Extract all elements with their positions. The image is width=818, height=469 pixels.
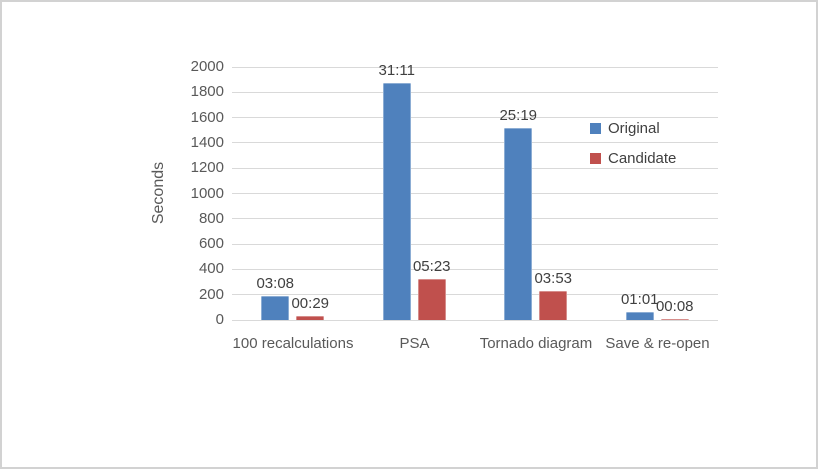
- y-tick-label: 1200: [190, 159, 224, 177]
- y-tick-label: 1000: [190, 184, 224, 202]
- bar-value-label: 31:11: [378, 62, 415, 80]
- gridline: [232, 142, 718, 144]
- gridline: [232, 66, 718, 68]
- bar-value-label: 00:29: [291, 295, 330, 313]
- legend-swatch-candidate-icon: [590, 152, 601, 164]
- y-tick-label: 1400: [190, 133, 224, 151]
- category-label: PSA: [399, 335, 430, 352]
- gridline: [232, 218, 718, 220]
- bar-value-label: 05:23: [412, 258, 451, 276]
- category-label: Tornado diagram: [479, 335, 593, 352]
- gridline: [232, 91, 718, 93]
- y-tick-label: 400: [198, 260, 224, 278]
- bar-value-label: 25:19: [499, 106, 538, 124]
- y-tick-label: 600: [198, 235, 224, 253]
- bar-original-2: [382, 83, 411, 320]
- y-tick-label: 2000: [190, 58, 224, 75]
- gridline: [232, 167, 718, 169]
- legend-item-label: Candidate: [608, 149, 677, 167]
- gridline: [232, 268, 718, 270]
- bar-value-label: 00:08: [655, 297, 694, 315]
- legend-item-label: Original: [608, 119, 660, 137]
- bar-original-3: [504, 127, 533, 320]
- y-tick-label: 800: [198, 209, 224, 227]
- gridline: [232, 117, 718, 119]
- bar-original-4: [625, 312, 654, 320]
- bar-original-1: [261, 296, 290, 320]
- bar-candidate-2: [417, 279, 446, 320]
- legend-item: Original: [590, 119, 676, 137]
- legend-swatch-original-icon: [590, 122, 601, 134]
- gridline: [232, 243, 718, 245]
- y-tick-label: 1800: [190, 83, 224, 101]
- legend-item: Candidate: [590, 149, 677, 167]
- y-tick-label: 200: [198, 285, 224, 303]
- plot-area: 0 200 400 600 800 1000 1200 1400 1600 1800 2000 03:…: [191, 58, 718, 352]
- bar-candidate-3: [539, 290, 568, 320]
- bar-candidate-4: [660, 318, 689, 320]
- category-label: 100 recalculations: [232, 335, 354, 352]
- bar-value-label: 01:01: [620, 291, 659, 309]
- bar-value-label: 03:53: [534, 269, 573, 287]
- gridline: [232, 294, 718, 296]
- gridline: [232, 319, 718, 321]
- legend: Original Candidate: [590, 120, 676, 180]
- y-tick-label: 1600: [190, 108, 224, 126]
- y-tick-label: 0: [215, 311, 224, 328]
- category-label: Save & re-open: [605, 335, 710, 352]
- gridline: [232, 193, 718, 194]
- bar-value-label: 03:08: [256, 275, 295, 293]
- bar-candidate-1: [296, 316, 325, 320]
